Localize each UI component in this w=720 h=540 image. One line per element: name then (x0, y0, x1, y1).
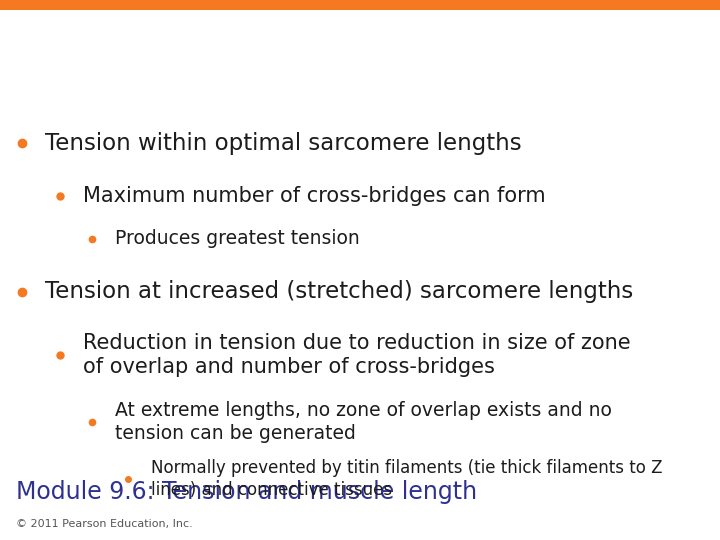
Text: Maximum number of cross-bridges can form: Maximum number of cross-bridges can form (83, 186, 546, 206)
Text: Tension at increased (stretched) sarcomere lengths: Tension at increased (stretched) sarcome… (45, 280, 633, 303)
Text: © 2011 Pearson Education, Inc.: © 2011 Pearson Education, Inc. (16, 519, 192, 529)
Text: Module 9.6: Tension and muscle length: Module 9.6: Tension and muscle length (16, 481, 477, 504)
Bar (0, 0, 720, 10)
Text: Produces greatest tension: Produces greatest tension (115, 229, 360, 248)
Text: Reduction in tension due to reduction in size of zone
of overlap and number of c: Reduction in tension due to reduction in… (83, 333, 631, 377)
Text: At extreme lengths, no zone of overlap exists and no
tension can be generated: At extreme lengths, no zone of overlap e… (115, 401, 612, 443)
Text: Normally prevented by titin filaments (tie thick filaments to Z
lines) and conne: Normally prevented by titin filaments (t… (151, 459, 662, 499)
Text: Tension within optimal sarcomere lengths: Tension within optimal sarcomere lengths (45, 132, 521, 154)
